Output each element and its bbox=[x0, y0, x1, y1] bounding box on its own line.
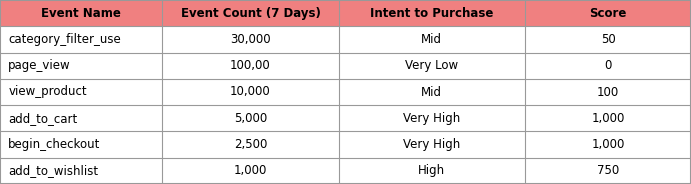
Text: Event Count (7 Days): Event Count (7 Days) bbox=[180, 7, 321, 20]
Text: 30,000: 30,000 bbox=[230, 33, 271, 46]
Text: view_product: view_product bbox=[8, 86, 87, 98]
Text: 1,000: 1,000 bbox=[591, 138, 625, 151]
Text: begin_checkout: begin_checkout bbox=[8, 138, 101, 151]
Text: 100,00: 100,00 bbox=[230, 59, 271, 72]
Text: Mid: Mid bbox=[422, 86, 442, 98]
Text: High: High bbox=[418, 164, 446, 177]
Text: 2,500: 2,500 bbox=[234, 138, 267, 151]
Text: Very High: Very High bbox=[404, 112, 460, 125]
Text: Mid: Mid bbox=[422, 33, 442, 46]
Text: 50: 50 bbox=[600, 33, 616, 46]
Text: Score: Score bbox=[589, 7, 627, 20]
Text: Very Low: Very Low bbox=[406, 59, 458, 72]
Text: 750: 750 bbox=[597, 164, 619, 177]
Text: 5,000: 5,000 bbox=[234, 112, 267, 125]
Text: page_view: page_view bbox=[8, 59, 71, 72]
Text: 1,000: 1,000 bbox=[234, 164, 267, 177]
Text: Event Name: Event Name bbox=[41, 7, 121, 20]
Text: Intent to Purchase: Intent to Purchase bbox=[370, 7, 493, 20]
Text: add_to_wishlist: add_to_wishlist bbox=[8, 164, 98, 177]
Text: 100: 100 bbox=[597, 86, 619, 98]
Text: Very High: Very High bbox=[404, 138, 460, 151]
Text: 0: 0 bbox=[605, 59, 612, 72]
Text: 1,000: 1,000 bbox=[591, 112, 625, 125]
Text: category_filter_use: category_filter_use bbox=[8, 33, 121, 46]
Text: add_to_cart: add_to_cart bbox=[8, 112, 77, 125]
Text: 10,000: 10,000 bbox=[230, 86, 271, 98]
